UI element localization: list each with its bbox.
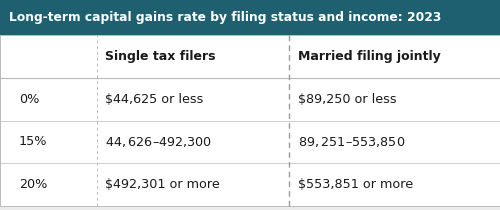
Text: Long-term capital gains rate by filing status and income: 2023: Long-term capital gains rate by filing s… [9, 11, 442, 24]
Text: Married filing jointly: Married filing jointly [298, 50, 440, 63]
Bar [0, 35, 500, 206]
Text: 0%: 0% [19, 93, 40, 106]
Text: Single tax filers: Single tax filers [105, 50, 216, 63]
Bar [0, 0, 500, 35]
Text: $89,250 or less: $89,250 or less [298, 93, 396, 106]
Text: $553,851 or more: $553,851 or more [298, 178, 412, 191]
Text: $492,301 or more: $492,301 or more [105, 178, 220, 191]
Text: $44,625 or less: $44,625 or less [105, 93, 204, 106]
Text: $89,251–$553,850: $89,251–$553,850 [298, 135, 405, 149]
Text: 15%: 15% [19, 135, 48, 148]
Text: 20%: 20% [19, 178, 48, 191]
Text: $44,626–$492,300: $44,626–$492,300 [105, 135, 212, 149]
